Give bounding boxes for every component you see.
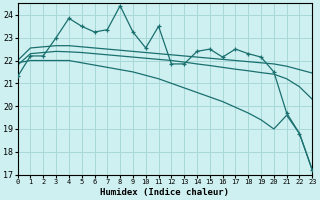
- X-axis label: Humidex (Indice chaleur): Humidex (Indice chaleur): [100, 188, 229, 197]
